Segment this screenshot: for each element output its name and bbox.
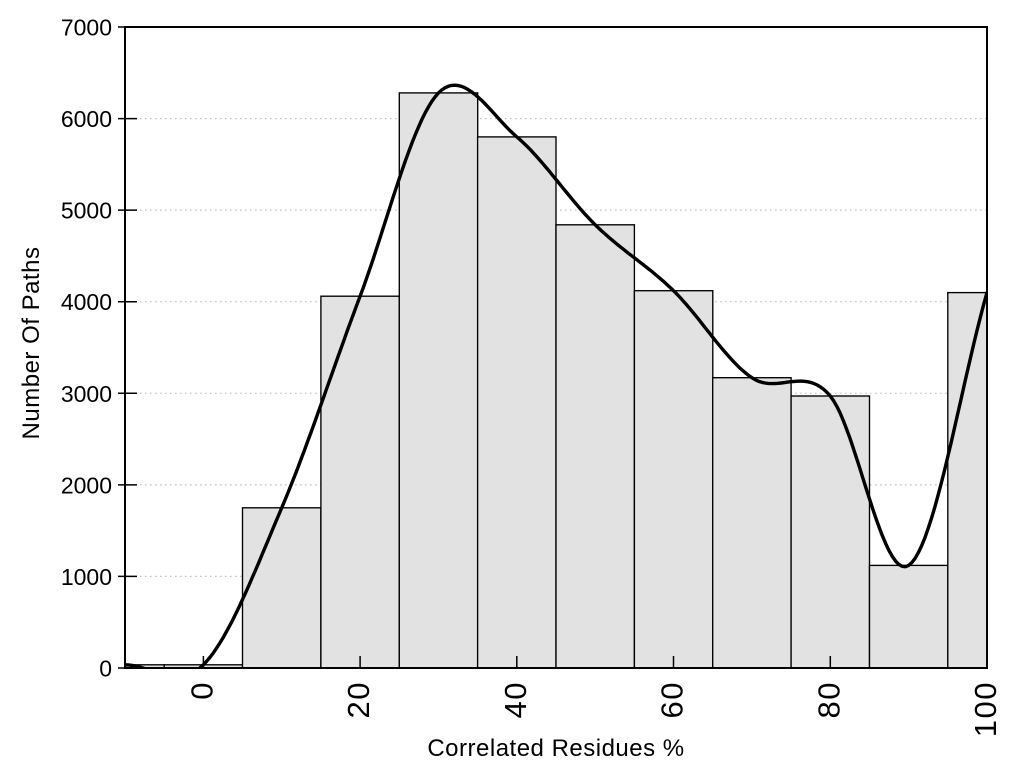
x-tick-label: 20 — [341, 681, 376, 718]
histogram-bar — [868, 564, 949, 669]
y-tick-label: 1000 — [61, 564, 112, 590]
histogram-bar — [633, 290, 714, 669]
histogram-bar — [555, 224, 636, 669]
y-tick-label: 6000 — [61, 106, 112, 132]
histogram-bar — [947, 291, 988, 669]
x-axis-title: Correlated Residues % — [427, 735, 685, 762]
histogram-bar — [398, 92, 479, 669]
y-tick-label: 7000 — [61, 15, 112, 41]
y-axis-title: Number Of Paths — [18, 246, 45, 440]
y-tick-label: 4000 — [61, 289, 112, 315]
density-curve — [125, 83, 987, 668]
x-tick-label: 40 — [498, 681, 533, 718]
histogram-bar — [241, 507, 322, 669]
x-tick-label: 100 — [968, 681, 1003, 737]
y-tick-label: 2000 — [61, 472, 112, 498]
y-tick-label: 0 — [99, 656, 112, 682]
histogram-bar — [320, 295, 400, 669]
y-tick-label: 3000 — [61, 381, 112, 407]
y-tick-label: 5000 — [61, 198, 112, 224]
histogram-bar — [790, 395, 871, 669]
plot-border — [124, 26, 988, 669]
x-tick-label: 60 — [655, 681, 690, 718]
x-tick-label: 80 — [811, 681, 846, 718]
x-tick-label: 0 — [184, 681, 219, 700]
histogram-bar — [712, 377, 792, 669]
histogram-bar — [476, 136, 557, 669]
